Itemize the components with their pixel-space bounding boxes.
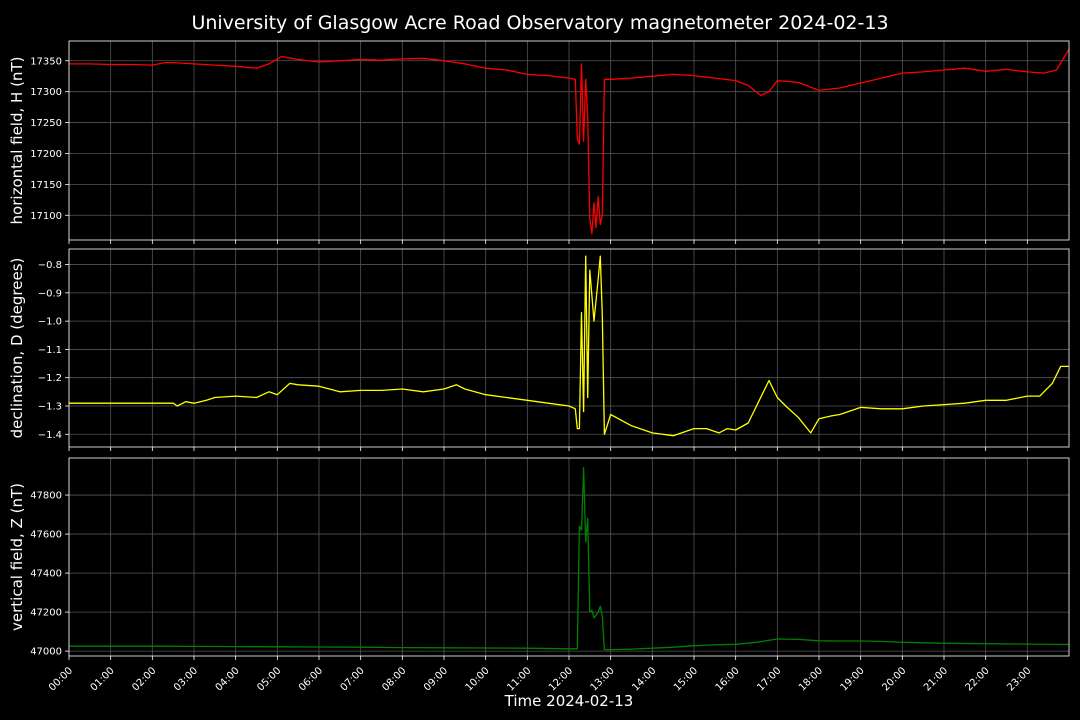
series-line <box>69 255 1069 437</box>
y-axis-label: declination, D (degrees) <box>8 258 26 439</box>
x-tick-label: 18:00 <box>797 665 825 693</box>
y-tick-label: −1.1 <box>38 345 62 356</box>
x-axis-label: Time 2024-02-13 <box>504 692 634 710</box>
y-tick-label: −1.3 <box>38 401 62 412</box>
x-tick-label: 01:00 <box>89 665 117 693</box>
x-tick-label: 19:00 <box>839 665 867 693</box>
y-tick-label: −0.9 <box>38 288 62 299</box>
plot-frame <box>68 457 1070 657</box>
x-tick-label: 07:00 <box>339 665 367 693</box>
y-tick-label: 47000 <box>30 647 62 658</box>
y-tick-label: −0.8 <box>38 260 62 271</box>
x-tick-label: 22:00 <box>964 665 992 693</box>
y-tick-label: 47200 <box>30 608 62 619</box>
x-tick-label: 10:00 <box>464 665 492 693</box>
x-tick-label: 20:00 <box>880 665 908 693</box>
x-tick-label: 04:00 <box>214 665 242 693</box>
x-tick-label: 08:00 <box>380 665 408 693</box>
y-tick-label: 17300 <box>30 87 62 98</box>
y-tick-label: −1.0 <box>38 317 62 328</box>
panel-2: 47000 47200 47400 47600 47800 vertical field,… <box>8 457 1070 660</box>
y-axis-label: horizontal field, H (nT) <box>8 57 26 225</box>
x-tick-label: 03:00 <box>172 665 200 693</box>
series-line <box>69 467 1069 651</box>
y-tick-label: 17350 <box>30 56 62 67</box>
y-tick-label: 17150 <box>30 180 62 191</box>
x-tick-label: 14:00 <box>630 665 658 693</box>
y-tick-label: 47800 <box>30 491 62 502</box>
y-tick-label: −1.2 <box>38 373 62 384</box>
x-tick-label: 11:00 <box>505 665 533 693</box>
plot-frame <box>68 248 1070 448</box>
x-tick-label: 00:00 <box>47 665 75 693</box>
series-line <box>69 49 1070 235</box>
x-tick-label: 16:00 <box>714 665 742 693</box>
x-tick-label: 06:00 <box>297 665 325 693</box>
x-tick-label: 15:00 <box>672 665 700 693</box>
y-tick-label: −1.4 <box>38 430 62 441</box>
x-tick-label: 02:00 <box>130 665 158 693</box>
y-axis-label: vertical field, Z (nT) <box>8 483 26 631</box>
y-tick-label: 17200 <box>30 149 62 160</box>
x-tick-label: 13:00 <box>589 665 617 693</box>
y-tick-label: 17250 <box>30 118 62 129</box>
panel-1: −0.8 −0.9 −1.0 −1.1 −1.2 −1.3 −1.4 declination,… <box>8 248 1070 451</box>
x-tick-label: 23:00 <box>1005 665 1033 693</box>
plot-frame <box>68 40 1070 241</box>
x-tick-label: 12:00 <box>547 665 575 693</box>
y-tick-label: 47400 <box>30 569 62 580</box>
y-tick-label: 17100 <box>30 211 62 222</box>
x-tick-label: 05:00 <box>255 665 283 693</box>
y-tick-label: 47600 <box>30 530 62 541</box>
x-tick-label: 17:00 <box>755 665 783 693</box>
chart-title: University of Glasgow Acre Road Observat… <box>191 12 888 34</box>
x-tick-label: 21:00 <box>922 665 950 693</box>
panel-0: 17100 17150 17200 17250 17300 17350 horizontal… <box>8 40 1070 244</box>
x-tick-label: 09:00 <box>422 665 450 693</box>
